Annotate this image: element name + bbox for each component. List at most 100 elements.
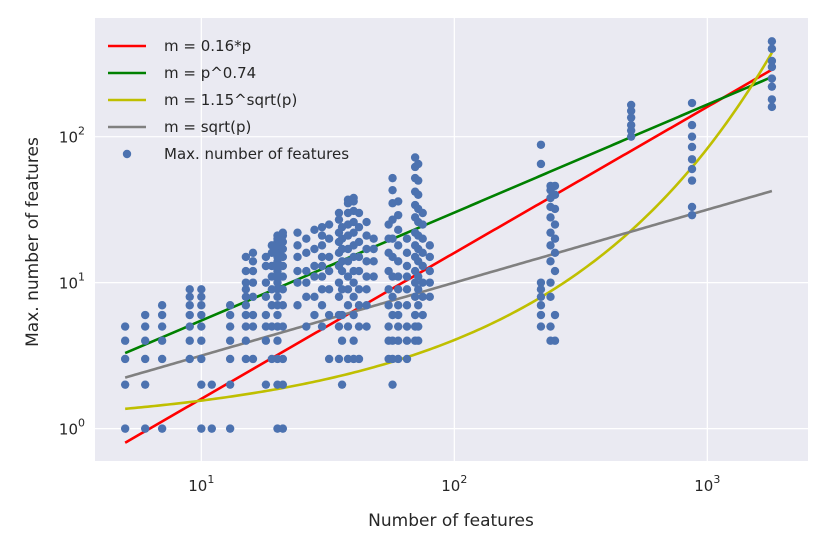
scatter-point (310, 225, 319, 235)
scatter-point (241, 252, 251, 262)
scatter-point (324, 354, 334, 364)
scatter-point (388, 173, 397, 183)
scatter-point (362, 244, 371, 254)
scatter-point (120, 336, 130, 345)
plot-background (95, 18, 808, 461)
scatter-point (546, 292, 555, 301)
scatter-point (120, 380, 130, 389)
scatter-point (388, 292, 397, 301)
scatter-point (687, 155, 697, 164)
scatter-point (317, 285, 327, 294)
scatter-point (425, 266, 434, 276)
scatter-point (354, 252, 364, 262)
scatter-point (120, 424, 130, 433)
x-axis-label: Number of features (368, 511, 534, 531)
scatter-point (767, 74, 777, 83)
scatter-point (140, 424, 150, 433)
scatter-point (349, 292, 358, 301)
scatter-point (384, 322, 393, 331)
scatter-point (185, 336, 194, 345)
scatter-point (225, 322, 235, 331)
scatter-point (414, 159, 423, 169)
scatter-point (414, 285, 423, 294)
legend-swatch (122, 149, 132, 159)
series-line-0-16-p (124, 68, 773, 444)
scatter-point (550, 336, 560, 345)
scatter-point (384, 301, 393, 310)
scatter-point (310, 292, 319, 301)
scatter-point (225, 354, 235, 364)
scatter-point (317, 222, 327, 232)
scatter-point (241, 336, 251, 345)
scatter-point (337, 244, 347, 254)
scatter-point (425, 252, 434, 262)
scatter-point (626, 113, 636, 122)
scatter-point (414, 301, 423, 310)
scatter-point (402, 248, 412, 258)
scatter-point (185, 285, 194, 294)
y-tick-label: 101 (59, 271, 85, 293)
scatter-point (241, 354, 251, 364)
scatter-point (337, 257, 347, 266)
scatter-point (362, 301, 371, 310)
scatter-point (157, 354, 167, 364)
scatter-point (248, 354, 258, 364)
scatter-point (418, 278, 427, 287)
scatter-point (157, 336, 167, 345)
scatter-point (337, 380, 347, 389)
scatter-point (402, 261, 412, 271)
scatter-point (546, 228, 555, 237)
scatter-point (157, 301, 167, 310)
scatter-point (293, 301, 302, 310)
scatter-point (248, 257, 258, 266)
scatter-point (410, 292, 420, 301)
scatter-point (261, 261, 271, 271)
series-line-1-15-sqrt-p- (125, 52, 774, 411)
scatter-point (197, 336, 206, 345)
scatter-point (302, 248, 311, 258)
scatter-point (317, 301, 327, 310)
scatter-point (536, 310, 546, 320)
scatter-point (248, 322, 258, 331)
scatter-point (293, 228, 302, 237)
scatter-point (362, 285, 371, 294)
scatter-point (418, 208, 427, 218)
scatter-point (278, 244, 288, 254)
scatter-point (388, 215, 397, 224)
scatter-point (324, 220, 334, 229)
scatter-point (248, 248, 258, 258)
scatter-point (393, 310, 403, 320)
x-tick-label: 103 (694, 473, 720, 495)
scatter-point (120, 322, 130, 331)
scatter-point (317, 231, 327, 240)
scatter-point (225, 310, 235, 320)
y-tick-label: 102 (59, 125, 85, 147)
scatter-point (317, 272, 327, 281)
scatter-point (278, 261, 288, 271)
scatter-point (687, 132, 697, 141)
scatter-point (302, 234, 311, 243)
scatter-point (767, 56, 777, 66)
legend: m = 0.16*p m = p^0.74 m = 1.15^sqrt(p) m = … (108, 37, 349, 163)
scatter-point (248, 310, 258, 320)
scatter-point (207, 424, 216, 433)
scatter-point (317, 261, 327, 271)
scatter-point (324, 266, 334, 276)
scatter-point (402, 285, 412, 294)
scatter-point (393, 225, 403, 235)
scatter-point (273, 292, 282, 301)
scatter-point (388, 185, 397, 195)
scatter-point (157, 322, 167, 331)
scatter-point (197, 301, 206, 310)
x-tick-label: 102 (441, 473, 467, 495)
scatter-point (393, 285, 403, 294)
scatter-point (302, 278, 311, 287)
scatter-point (157, 310, 167, 320)
scatter-point (767, 37, 777, 46)
scatter-point (278, 424, 288, 433)
scatter-point (334, 354, 344, 364)
scatter-point (261, 292, 271, 301)
scatter-point (302, 266, 311, 276)
y-axis-label: Max. number of features (23, 137, 43, 347)
scatter-point (388, 234, 397, 243)
